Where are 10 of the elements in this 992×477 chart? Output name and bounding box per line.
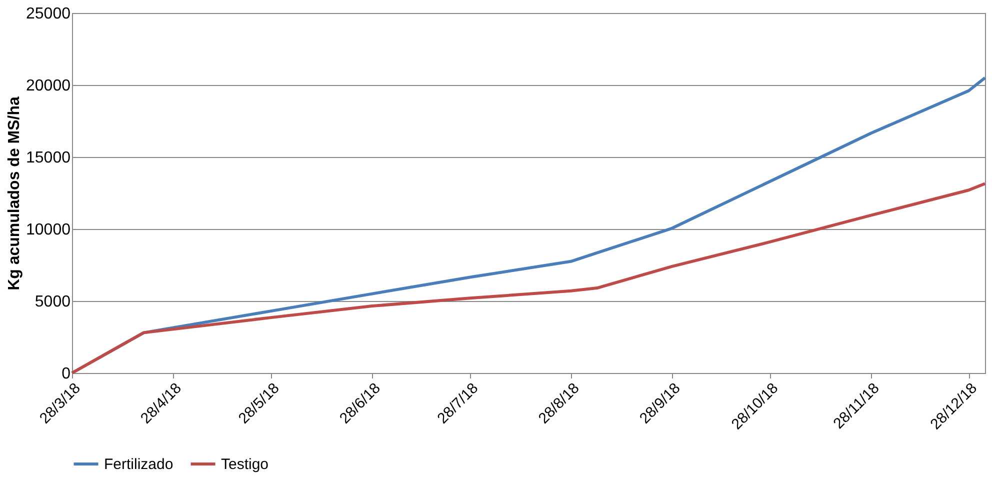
legend-label: Testigo [221,456,269,473]
y-tick-label: 20000 [26,78,71,94]
y-tick-label: 5000 [34,294,71,310]
y-tick-label: 0 [62,366,71,382]
y-axis-title: Kg acumulados de MS/ha [6,96,24,290]
y-tick-label: 15000 [26,150,71,166]
y-tick-label: 25000 [26,6,71,22]
line-series [70,182,986,374]
legend-label: Fertilizado [104,456,174,473]
y-tick-label: 10000 [26,222,71,238]
